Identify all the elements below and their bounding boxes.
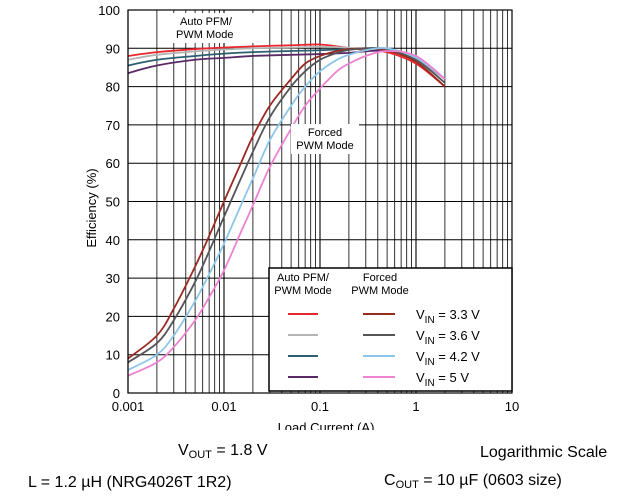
plot-frame: [127, 9, 513, 394]
x-tick-label: 0.01: [211, 399, 236, 414]
series-line-forced-5: [127, 47, 446, 364]
y-tick-label: 40: [106, 233, 120, 248]
legend-col-forced-line1: Forced: [363, 272, 397, 284]
auto-mode-annotation-line2: PWM Mode: [176, 29, 233, 41]
y-tick-label: 90: [106, 41, 120, 56]
x-tick-label: 0.001: [112, 399, 145, 414]
auto-mode-annotation-bg: [173, 13, 256, 43]
series-lines: [127, 43, 446, 377]
y-tick-label: 70: [106, 118, 120, 133]
legend-rows: VIN = 3.3 V VIN = 3.6 V VIN = 4.2 V VIN = 5…: [288, 307, 480, 389]
x-tick-label: 10: [505, 399, 519, 414]
legend: Auto PFM/ PWM Mode Forced PWM Mode VIN =…: [268, 267, 513, 392]
auto-mode-annotation-line1: Auto PFM/: [180, 16, 233, 28]
vout-note: VOUT = 1.8 V: [178, 442, 268, 461]
y-tick-label: 0: [113, 386, 120, 401]
y-tick-label: 50: [106, 195, 120, 210]
legend-label: VIN = 3.3 V: [416, 307, 480, 326]
legend-col-auto-line1: Auto PFM/: [277, 272, 330, 284]
legend-col-auto-line2: PWM Mode: [274, 285, 331, 297]
legend-label: VIN = 4.2 V: [416, 349, 480, 368]
series-line-auto-0: [127, 43, 446, 88]
forced-mode-annotation-line1: Forced: [308, 127, 342, 139]
y-tick-label: 30: [106, 271, 120, 286]
inductor-note: L = 1.2 µH (NRG4026T 1R2): [28, 474, 232, 491]
x-tick-label: 1: [412, 399, 419, 414]
forced-mode-annotation-bg: [291, 124, 359, 154]
y-tick-label: 100: [98, 3, 120, 18]
legend-col-forced-line2: PWM Mode: [351, 285, 408, 297]
scale-note: Logarithmic Scale: [480, 444, 608, 461]
forced-mode-annotation-line2: PWM Mode: [296, 140, 353, 152]
y-tick-label: 20: [106, 309, 120, 324]
y-tick-label: 10: [106, 348, 120, 363]
legend-label: VIN = 3.6 V: [416, 328, 480, 347]
y-tick-label: 80: [106, 80, 120, 95]
series-line-forced-6: [127, 47, 446, 371]
x-axis-label: Load Current (A): [278, 420, 375, 430]
legend-box: [268, 267, 513, 392]
cout-note: COUT = 10 µF (0603 size): [384, 472, 562, 491]
legend-label: VIN = 5 V: [416, 370, 469, 389]
series-line-forced-7: [127, 50, 446, 377]
y-tick-label: 60: [106, 156, 120, 171]
y-axis-label: Efficiency (%): [84, 168, 99, 247]
x-tick-label: 0.1: [311, 399, 329, 414]
